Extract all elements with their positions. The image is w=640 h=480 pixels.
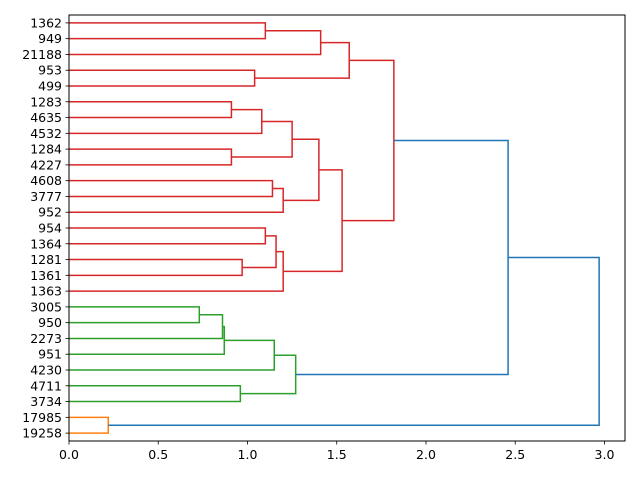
leaf-label: 1363	[30, 284, 62, 299]
leaf-label: 1281	[30, 252, 62, 267]
leaf-label: 4635	[30, 110, 62, 125]
leaf-label: 4227	[30, 157, 62, 172]
leaf-label: 949	[38, 31, 62, 46]
x-tick-label: 1.5	[327, 447, 347, 462]
leaf-label: 4532	[30, 126, 62, 141]
leaf-label: 1362	[30, 15, 62, 30]
dendrogram-link-red	[69, 30, 322, 56]
leaf-label: 1284	[30, 142, 62, 157]
dendrogram-link-red	[342, 59, 395, 222]
dendrogram-link-green	[69, 314, 224, 340]
x-tick-label: 1.0	[238, 447, 258, 462]
leaf-label: 4608	[30, 173, 62, 188]
dendrogram-link-blue	[295, 139, 509, 376]
dendrogram-link-green	[69, 306, 201, 324]
x-tick-label: 2.5	[505, 447, 525, 462]
leaf-label: 1364	[30, 236, 62, 251]
dendrogram-link-red	[69, 69, 256, 87]
leaf-label: 1283	[30, 94, 62, 109]
dendrogram-link-blue	[108, 256, 600, 426]
leaf-label: 499	[38, 79, 62, 94]
dendrogram-link-red	[69, 227, 267, 245]
dendrogram-link-red	[69, 101, 233, 119]
x-axis-ticks: 0.0 0.5 1.0 1.5 2.0 2.5 3.0	[59, 441, 614, 462]
leaf-label: 3777	[30, 189, 62, 204]
dendrogram-link-red	[254, 41, 350, 79]
dendrogram-link-red	[69, 258, 243, 277]
leaf-label: 3734	[30, 394, 62, 409]
dendrogram-link-red	[69, 179, 274, 198]
leaf-label: 953	[38, 63, 62, 78]
dendrogram-link-orange	[69, 416, 110, 434]
leaf-label: 951	[38, 347, 62, 362]
dendrogram-link-red	[69, 187, 284, 213]
leaf-label: 950	[38, 315, 62, 330]
leaf-label: 2273	[30, 331, 62, 346]
leaf-label: 21188	[22, 47, 62, 62]
dendrogram-link-red	[69, 108, 263, 135]
leaf-label: 954	[38, 221, 62, 236]
dendrogram-link-red	[283, 138, 320, 202]
leaf-label: 4230	[30, 363, 62, 378]
dendrogram-link-red	[69, 148, 233, 166]
leaf-label: 1361	[30, 268, 62, 283]
x-tick-label: 2.0	[416, 447, 436, 462]
dendrogram-link-red	[69, 250, 284, 292]
leaf-label: 3005	[30, 299, 62, 314]
leaf-label: 19258	[22, 426, 62, 441]
dendrogram-link-red	[283, 169, 343, 273]
leaf-labels: 1362949211889534991283463545321284422746…	[22, 15, 69, 441]
leaf-label: 17985	[22, 410, 62, 425]
dendrogram-links	[69, 22, 600, 434]
leaf-label: 952	[38, 205, 62, 220]
dendrogram-link-green	[240, 354, 297, 395]
x-tick-label: 3.0	[595, 447, 615, 462]
dendrogram-link-green	[69, 385, 242, 403]
x-tick-label: 0.5	[148, 447, 168, 462]
leaf-label: 4711	[30, 378, 62, 393]
dendrogram-link-red	[242, 235, 277, 269]
dendrogram-link-green	[69, 325, 226, 355]
dendrogram-link-red	[69, 22, 267, 40]
x-tick-label: 0.0	[59, 447, 79, 462]
dendrogram-link-green	[69, 339, 276, 371]
